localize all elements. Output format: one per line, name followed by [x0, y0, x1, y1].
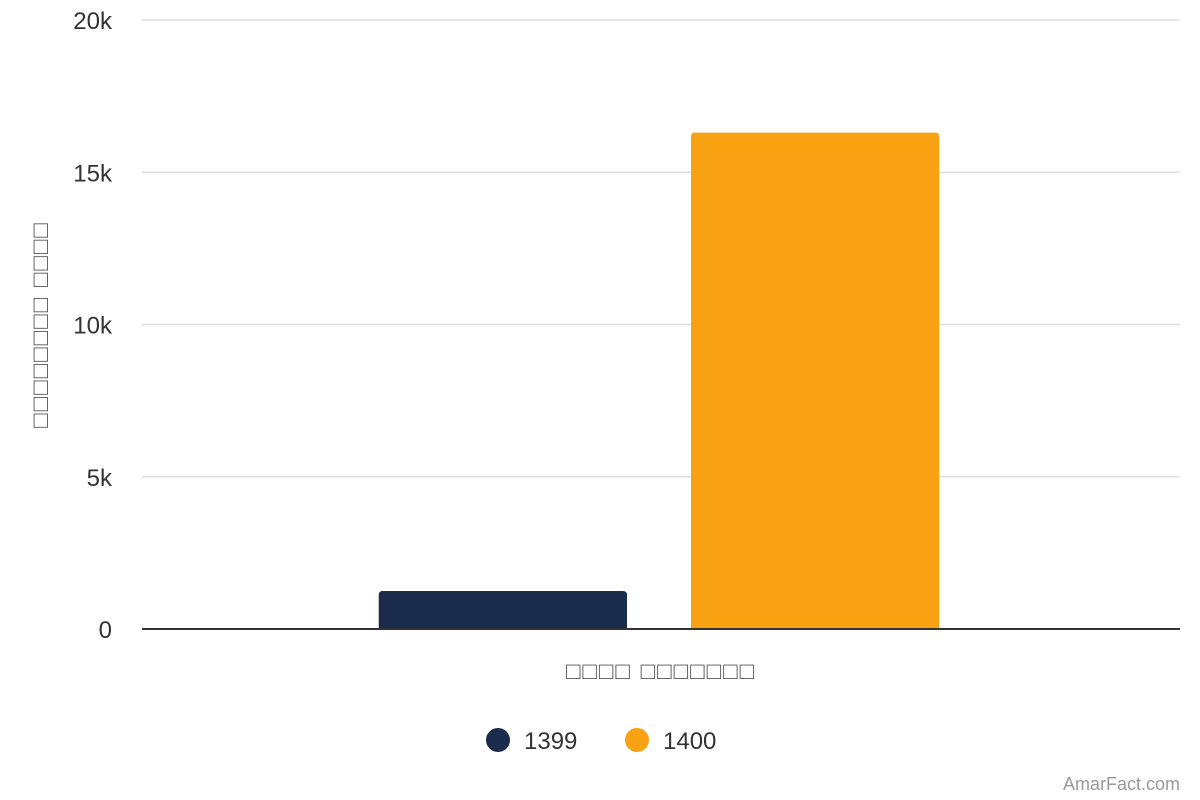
y-tick-label: 5k	[87, 465, 113, 492]
y-axis-title: □□□□□□□□ □□□□	[27, 221, 54, 428]
bar-1399[interactable]	[378, 590, 627, 629]
credit-text[interactable]: AmarFact.com	[1063, 774, 1180, 794]
x-axis-title: □□□□ □□□□□□□	[566, 658, 756, 685]
y-tick-label: 10k	[73, 313, 113, 340]
legend-marker	[486, 728, 510, 752]
bars	[378, 132, 940, 630]
y-tick-label: 20k	[73, 8, 113, 35]
legend-marker	[625, 728, 649, 752]
legend-label: 1400	[663, 728, 716, 755]
legend-label: 1399	[524, 728, 577, 755]
bar-1400[interactable]	[691, 132, 940, 630]
y-tick-label: 15k	[73, 160, 113, 187]
legend-item-1399[interactable]: 1399	[486, 728, 577, 755]
gridlines	[142, 19, 1180, 478]
legend-item-1400[interactable]: 1400	[625, 728, 716, 755]
y-tick-label: 0	[99, 617, 112, 644]
legend: 1399 1400	[486, 728, 716, 755]
y-axis-ticks: 0 5k 10k 15k 20k	[73, 8, 113, 644]
